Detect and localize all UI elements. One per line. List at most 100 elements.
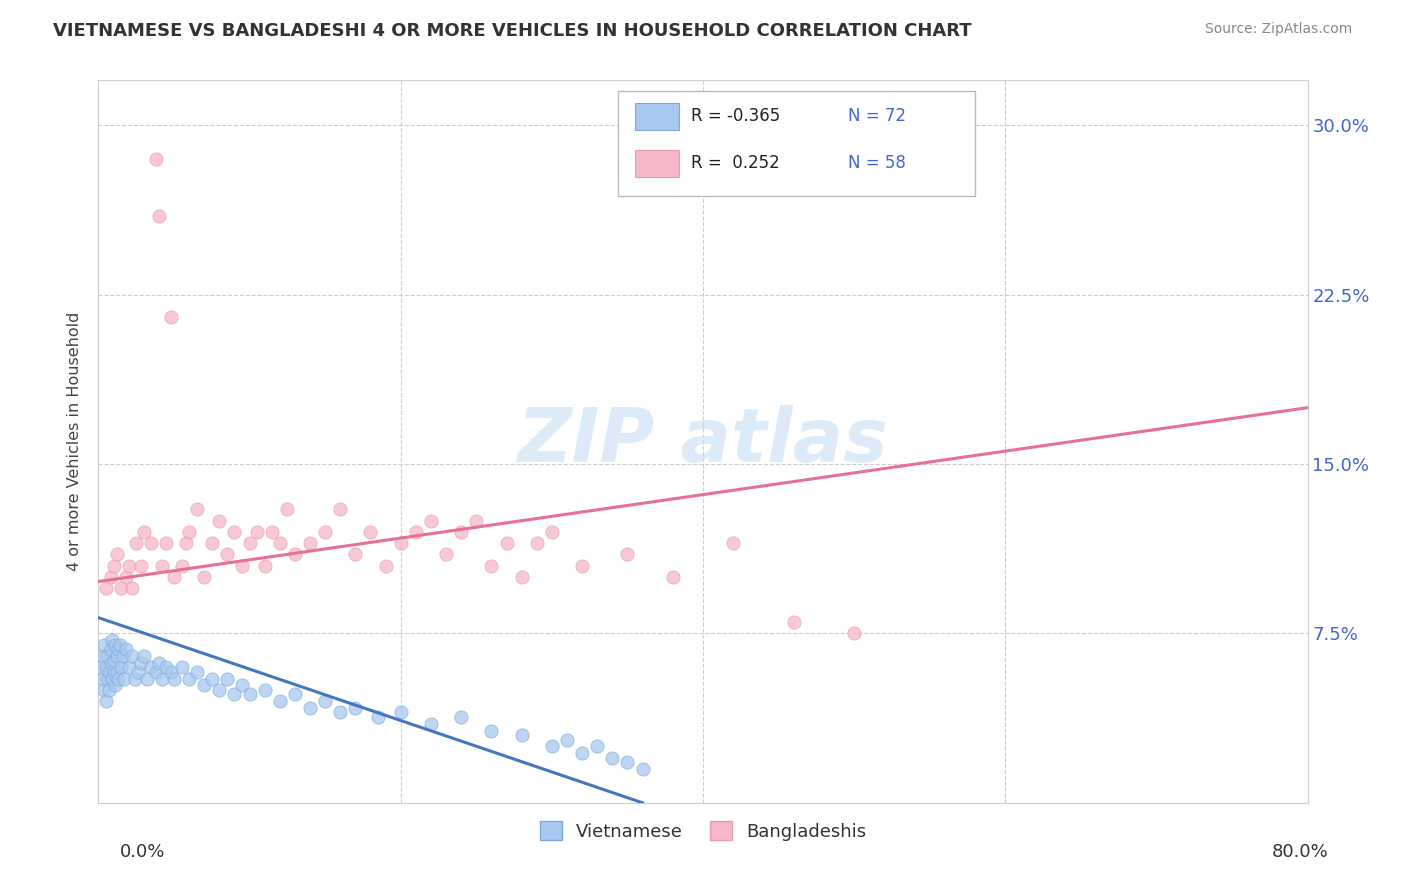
Point	[239, 536, 262, 550]
Text: Source: ZipAtlas.com: Source: ZipAtlas.com	[1205, 22, 1353, 37]
Point	[125, 536, 148, 550]
Point	[284, 548, 307, 562]
Point	[253, 682, 276, 697]
Point	[367, 710, 389, 724]
Point	[555, 732, 578, 747]
Point	[107, 642, 129, 657]
Point	[170, 660, 193, 674]
Point	[112, 672, 135, 686]
Point	[132, 524, 155, 539]
Point	[186, 665, 208, 679]
Point	[571, 746, 593, 760]
Point	[155, 660, 177, 674]
Point	[314, 694, 336, 708]
Point	[91, 672, 114, 686]
Point	[110, 660, 132, 674]
Point	[100, 656, 122, 670]
Point	[510, 570, 533, 584]
Point	[616, 755, 638, 769]
Point	[284, 687, 307, 701]
Point	[723, 536, 745, 550]
Point	[329, 706, 352, 720]
Point	[90, 660, 112, 674]
Point	[602, 750, 624, 764]
Point	[93, 682, 115, 697]
Point	[103, 654, 125, 668]
Point	[526, 536, 548, 550]
Point	[389, 536, 412, 550]
Point	[105, 665, 128, 679]
Point	[450, 524, 472, 539]
Point	[118, 558, 141, 573]
Point	[170, 558, 193, 573]
Point	[124, 672, 146, 686]
Point	[262, 524, 284, 539]
Text: R = -0.365: R = -0.365	[690, 107, 780, 126]
Point	[110, 582, 132, 596]
Point	[91, 648, 114, 663]
Point	[571, 558, 593, 573]
Point	[132, 648, 155, 663]
Point	[94, 660, 117, 674]
Point	[201, 672, 224, 686]
Point	[495, 536, 517, 550]
Point	[103, 665, 125, 679]
Point	[299, 701, 322, 715]
Text: N = 72: N = 72	[848, 107, 905, 126]
Point	[661, 570, 683, 584]
Point	[105, 648, 128, 663]
Point	[179, 672, 201, 686]
Point	[420, 716, 443, 731]
Point	[100, 570, 122, 584]
Point	[150, 558, 173, 573]
Point	[344, 701, 367, 715]
Point	[145, 153, 167, 167]
Point	[224, 687, 246, 701]
Point	[101, 672, 124, 686]
Point	[155, 536, 177, 550]
Point	[360, 524, 382, 539]
Point	[129, 656, 152, 670]
Point	[93, 638, 115, 652]
Point	[434, 548, 457, 562]
Point	[405, 524, 427, 539]
Point	[96, 672, 118, 686]
Text: ZIP atlas: ZIP atlas	[517, 405, 889, 478]
Point	[101, 633, 124, 648]
Point	[253, 558, 276, 573]
Point	[586, 739, 609, 754]
Point	[231, 558, 253, 573]
Point	[111, 648, 134, 663]
Point	[141, 536, 163, 550]
Point	[269, 694, 291, 708]
Text: 0.0%: 0.0%	[120, 843, 165, 861]
Point	[374, 558, 396, 573]
Text: R =  0.252: R = 0.252	[690, 154, 780, 172]
Point	[208, 682, 231, 697]
Point	[107, 672, 129, 686]
Point	[540, 739, 562, 754]
Point	[160, 665, 183, 679]
Point	[94, 582, 117, 596]
Point	[540, 524, 562, 539]
Point	[844, 626, 866, 640]
Point	[420, 514, 443, 528]
Point	[163, 570, 186, 584]
Point	[344, 548, 367, 562]
Point	[145, 665, 167, 679]
Point	[193, 678, 215, 692]
Point	[329, 502, 352, 516]
Point	[481, 558, 503, 573]
Point	[141, 660, 163, 674]
Point	[481, 723, 503, 738]
Point	[783, 615, 806, 630]
FancyBboxPatch shape	[619, 91, 976, 196]
Point	[174, 536, 197, 550]
Point	[94, 694, 117, 708]
Point	[98, 665, 121, 679]
Point	[631, 762, 654, 776]
Point	[100, 642, 122, 657]
Point	[389, 706, 412, 720]
Point	[160, 310, 183, 325]
Point	[105, 548, 128, 562]
